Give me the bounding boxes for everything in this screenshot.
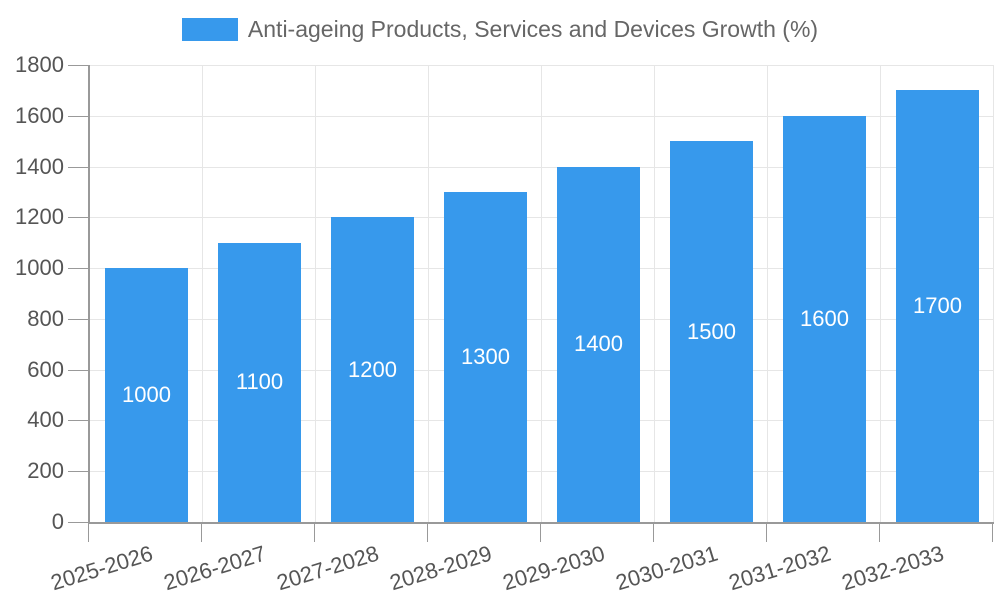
bar-value-label: 1400	[574, 331, 623, 357]
x-tick-label: 2031-2032	[726, 540, 835, 596]
gridline-y-1200	[90, 217, 994, 219]
y-tick	[68, 268, 88, 270]
x-tick	[201, 524, 202, 542]
x-tick	[653, 524, 654, 542]
y-tick	[68, 471, 88, 473]
gridline-y-600	[90, 369, 994, 371]
y-tick-label: 1000	[15, 255, 64, 281]
bar-value-label: 1600	[800, 305, 849, 331]
gridline-x	[993, 65, 994, 522]
y-tick	[68, 522, 88, 523]
gridline-y-200	[90, 471, 994, 473]
gridline-x	[541, 65, 542, 522]
x-tick	[992, 524, 993, 542]
y-axis-labels: 0 200 400 600 800 1000 1200 1400 1600 1800	[0, 52, 64, 534]
y-tick	[68, 420, 88, 422]
x-tick	[314, 524, 315, 542]
bar-2025-2026: 1000	[105, 268, 188, 522]
y-tick	[68, 166, 88, 168]
bar-2030-2031: 1500	[670, 141, 753, 522]
x-tick	[88, 524, 89, 542]
x-tick-label: 2029-2030	[500, 540, 609, 596]
gridline-y-1400	[90, 166, 994, 168]
y-tick-label: 1400	[15, 153, 64, 179]
x-tick-label: 2025-2026	[48, 540, 157, 596]
bar-value-label: 1000	[122, 382, 171, 408]
x-tick-label: 2032-2033	[839, 540, 948, 596]
x-tick	[427, 524, 428, 542]
bar-2028-2029: 1300	[444, 191, 527, 522]
y-tick	[68, 115, 88, 117]
gridline-x	[202, 65, 203, 522]
x-tick-label: 2028-2029	[387, 540, 496, 596]
legend-label: Anti-ageing Products, Services and Devic…	[247, 16, 819, 42]
gridline-x	[315, 65, 316, 522]
legend-item[interactable]: Anti-ageing Products, Services and Devic…	[0, 16, 1000, 43]
bar-value-label: 1200	[348, 356, 397, 382]
bar-value-label: 1500	[687, 318, 736, 344]
y-tick	[68, 369, 88, 371]
bar-2026-2027: 1100	[218, 242, 301, 522]
x-tick	[766, 524, 767, 542]
x-tick	[540, 524, 541, 542]
y-tick-label: 1800	[15, 52, 64, 77]
gridline-y-1800	[90, 65, 994, 66]
y-tick-label: 1200	[15, 204, 64, 230]
y-tick-label: 1600	[15, 102, 64, 128]
legend-color-swatch	[181, 18, 238, 41]
gridline-x	[767, 65, 768, 522]
x-tick	[879, 524, 880, 542]
plot-area: 1000 1100 1200 1300 1400 1500 1600 1700	[88, 65, 994, 524]
y-tick	[68, 65, 88, 66]
gridline-x	[880, 65, 881, 522]
y-tick-label: 600	[27, 356, 64, 382]
bar-value-label: 1100	[235, 369, 284, 395]
gridline-y-800	[90, 318, 994, 320]
y-tick-label: 200	[27, 458, 64, 484]
bar-2027-2028: 1200	[331, 217, 414, 522]
x-tick-label: 2027-2028	[274, 540, 383, 596]
bar-2032-2033: 1700	[896, 90, 979, 522]
y-tick	[68, 318, 88, 320]
bar-2029-2030: 1400	[557, 166, 640, 522]
x-tick-label: 2030-2031	[613, 540, 722, 596]
bar-value-label: 1700	[913, 293, 962, 319]
y-tick-label: 400	[27, 407, 64, 433]
bar-2031-2032: 1600	[783, 115, 866, 522]
bar-value-label: 1300	[461, 343, 510, 369]
gridline-y-400	[90, 420, 994, 422]
gridline-x	[428, 65, 429, 522]
y-tick-label: 0	[51, 509, 64, 534]
y-tick-label: 800	[27, 305, 64, 331]
gridline-y-1000	[90, 268, 994, 270]
gridline-x	[654, 65, 655, 522]
y-tick	[68, 217, 88, 219]
x-tick-label: 2026-2027	[161, 540, 270, 596]
gridline-y-1600	[90, 115, 994, 117]
